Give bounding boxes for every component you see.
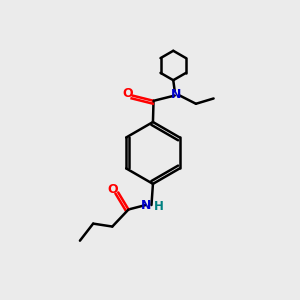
Text: H: H: [154, 200, 164, 213]
Text: N: N: [170, 88, 181, 101]
Text: O: O: [108, 183, 118, 196]
Text: N: N: [140, 199, 151, 212]
Text: O: O: [122, 87, 133, 100]
